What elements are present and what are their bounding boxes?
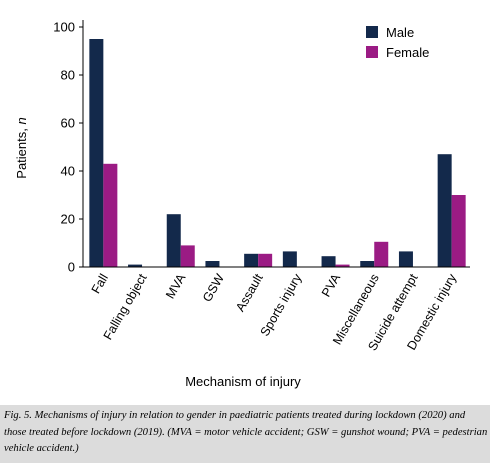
axes-group <box>82 20 470 268</box>
bar-male-sports-injury <box>282 251 297 267</box>
legend-label-male: Male <box>386 24 415 40</box>
y-tick-label: 0 <box>68 260 75 275</box>
y-axis-label-variable: n <box>14 117 29 124</box>
y-tick-label: 100 <box>53 20 75 35</box>
bar-male-fall <box>89 39 104 267</box>
y-axis-label-prefix: Patients, <box>14 125 29 179</box>
x-axis-label: Mechanism of injury <box>0 374 494 389</box>
bar-female-fall <box>103 163 118 267</box>
y-tick-label: 80 <box>61 68 75 83</box>
bars-group <box>89 39 466 267</box>
x-tick-label: Assault <box>233 271 266 314</box>
y-tick-label: 60 <box>61 116 75 131</box>
legend-swatch-male <box>366 26 378 38</box>
bar-male-gsw <box>205 261 220 267</box>
legend-item-female: Female <box>366 42 429 62</box>
bar-female-assault <box>258 253 273 267</box>
legend-swatch-female <box>366 46 378 58</box>
legend: Male Female <box>366 22 429 62</box>
bar-male-domestic-injury <box>437 154 452 267</box>
y-tick-label: 40 <box>61 164 75 179</box>
bar-male-miscellaneous <box>360 261 375 267</box>
bar-female-miscellaneous <box>374 241 389 267</box>
legend-label-female: Female <box>386 44 430 60</box>
bar-male-assault <box>244 253 259 267</box>
bar-chart: Patients, n 0 20 40 60 80 100 Fall Falling obj… <box>0 20 494 389</box>
figure-caption: Fig. 5. Mechanisms of injury in relation… <box>4 410 488 454</box>
x-axis-label-text: Mechanism of injury <box>185 374 301 389</box>
bar-male-pva <box>321 256 336 267</box>
svg-text:Patients, n: Patients, n <box>14 117 29 178</box>
x-tick-label: MVA <box>163 271 189 301</box>
bar-female-pva <box>335 264 350 267</box>
legend-item-male: Male <box>366 22 429 42</box>
bar-female-mva <box>180 245 195 267</box>
y-axis-label: Patients, n <box>14 117 29 178</box>
bar-female-domestic-injury <box>451 195 466 267</box>
x-tick-label: Fall <box>89 272 111 296</box>
bar-male-mva <box>166 214 181 267</box>
x-tick-label: GSW <box>200 271 227 304</box>
bar-male-suicide-attempt <box>398 251 413 267</box>
x-tick-label: Sports injury <box>258 271 305 339</box>
y-tick-label: 20 <box>61 212 75 227</box>
x-tick-label: PVA <box>319 271 343 299</box>
caption-background <box>0 405 490 463</box>
y-ticks-group: 0 20 40 60 80 100 <box>53 20 83 275</box>
bar-male-falling-object <box>128 264 143 267</box>
